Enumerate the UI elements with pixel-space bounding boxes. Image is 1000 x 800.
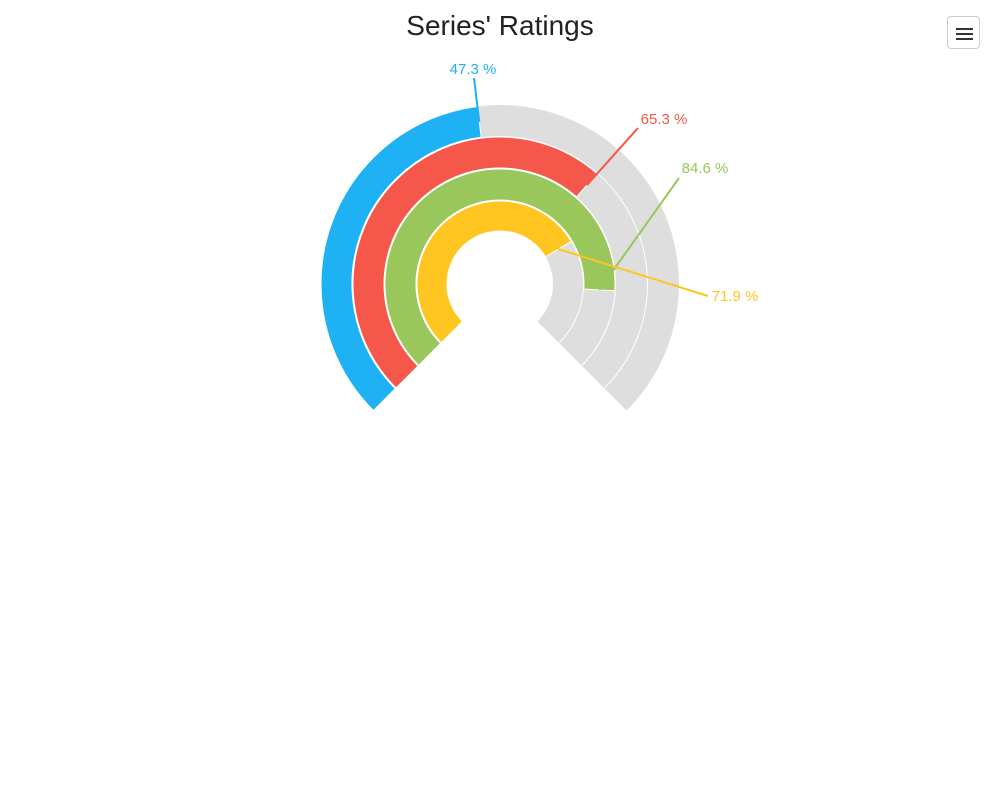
data-label-connector <box>558 248 709 297</box>
hamburger-menu-icon <box>956 28 973 30</box>
chart-menu-button[interactable] <box>947 16 980 49</box>
data-label-connector <box>586 127 639 186</box>
data-label: 65.3 % <box>641 111 688 128</box>
hamburger-menu-icon <box>956 38 973 40</box>
hamburger-menu-icon <box>956 33 973 35</box>
data-label: 47.3 % <box>450 61 497 78</box>
data-label: 84.6 % <box>682 160 729 177</box>
radial-bar[interactable] <box>384 168 616 367</box>
data-label: 71.9 % <box>712 288 759 305</box>
data-label-connector <box>473 77 481 122</box>
radial-bar[interactable] <box>352 136 598 389</box>
chart-title: Series' Ratings <box>406 10 594 41</box>
radial-bar[interactable] <box>416 200 572 344</box>
data-label-connector <box>598 177 680 291</box>
